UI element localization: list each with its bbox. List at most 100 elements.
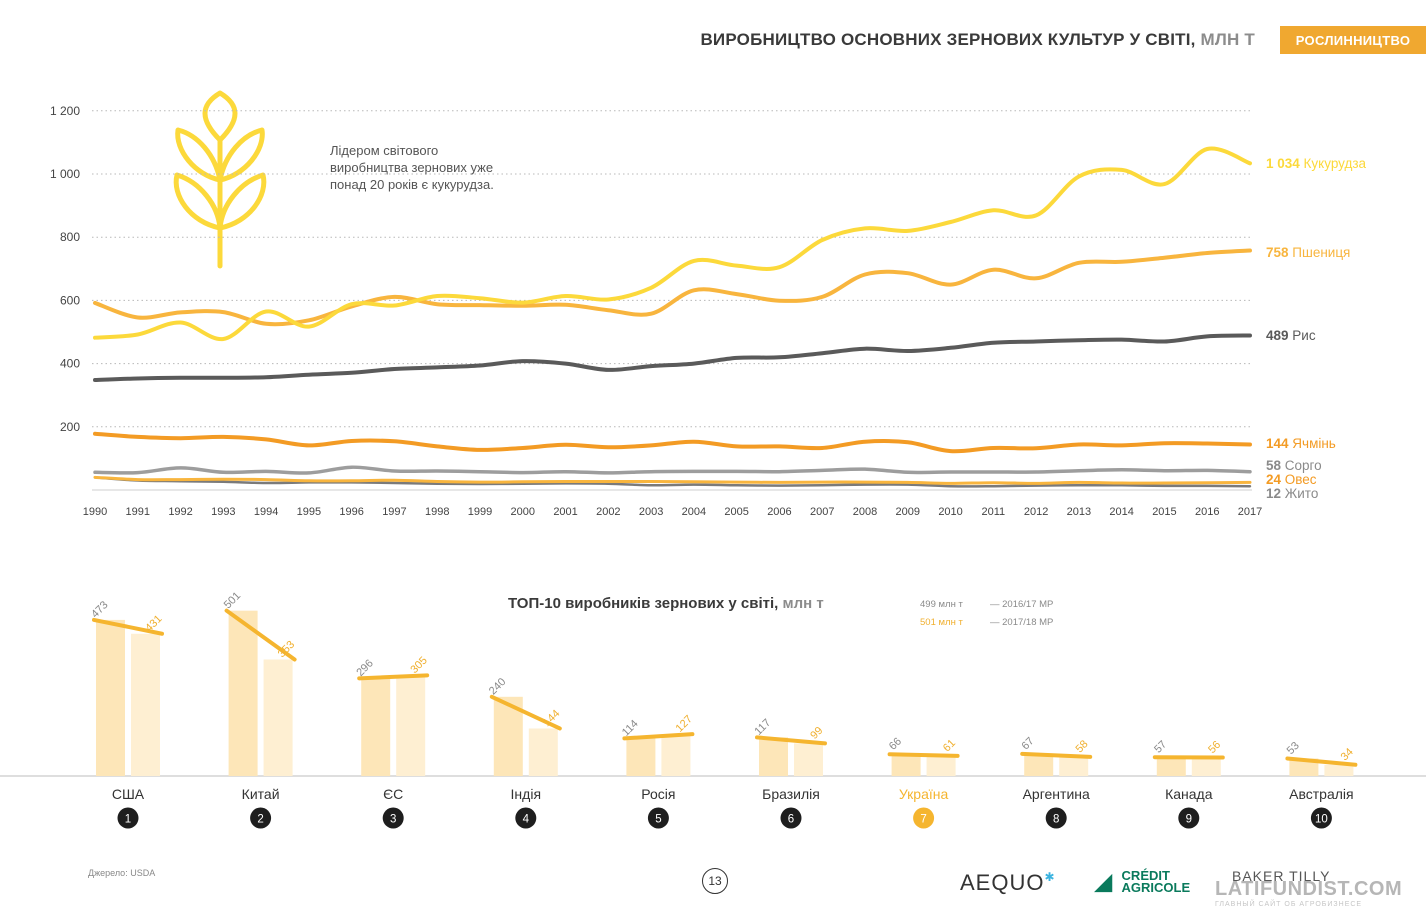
y-tick-label: 1 200	[50, 104, 80, 118]
bar-trend-line	[224, 608, 297, 662]
category-label: Аргентина	[1023, 786, 1090, 802]
y-tick-label: 800	[60, 230, 80, 244]
y-tick-label: 200	[60, 420, 80, 434]
x-tick-label: 1993	[211, 506, 235, 518]
series-end-label-barley: 144 Ячмінь	[1266, 436, 1336, 451]
legend-value-1: 499 млн т	[920, 599, 963, 610]
bar-2016-17	[228, 610, 258, 776]
x-tick-label: 2015	[1152, 506, 1176, 518]
x-tick-label: 2012	[1024, 506, 1048, 518]
bar-trend-line	[1020, 751, 1093, 759]
x-tick-label: 1995	[297, 506, 321, 518]
rank-badge	[117, 807, 139, 829]
series-line-wheat	[93, 248, 1252, 327]
baker-tilly-logo: BAKER TILLY	[1232, 868, 1331, 884]
x-tick-label: 2001	[553, 506, 577, 518]
snowflake-icon: ✱	[1044, 870, 1056, 884]
rank-badge	[647, 807, 669, 829]
series-line-rice	[93, 333, 1252, 383]
y-tick-label: 400	[60, 357, 80, 371]
category-label: Росія	[641, 786, 675, 802]
x-tick-label: 2008	[853, 506, 877, 518]
rank-badge	[250, 807, 272, 829]
bar-2016-17	[96, 619, 125, 776]
bar-value-label-2016-17: 66	[887, 736, 904, 753]
category-label: Китай	[242, 786, 280, 802]
bar-trend-line	[92, 617, 164, 636]
bar-2016-17	[759, 737, 788, 776]
x-tick-label: 2007	[810, 506, 834, 518]
rank-badge	[382, 807, 404, 829]
bar-2017-18	[1324, 764, 1354, 776]
rank-number: 2	[257, 814, 263, 826]
bar-chart: ТОП-10 виробників зернових у світі, млн …	[0, 590, 1426, 829]
page-title: ВИРОБНИЦТВО ОСНОВНИХ ЗЕРНОВИХ КУЛЬТУР У …	[650, 30, 1255, 50]
bar-value-label-2016-17: 296	[354, 657, 375, 678]
annotation-note: Лідером світового виробництва зернових у…	[330, 143, 494, 192]
x-tick-label: 1994	[254, 506, 278, 518]
rank-number: 5	[655, 814, 661, 826]
bar-2016-17	[1156, 757, 1186, 776]
series-line-oats	[93, 475, 1252, 485]
bar-2017-18	[794, 743, 823, 776]
aequo-logo: AEQUO✱	[960, 870, 1056, 896]
legend-period-1: — 2016/17 МР	[990, 599, 1053, 610]
category-label: Бразилія	[762, 786, 820, 802]
lat-sub: ГЛАВНЫЙ САЙТ ОБ АГРОБИЗНЕСЕ	[1215, 901, 1363, 908]
bar-value-label-2016-17: 501	[222, 590, 243, 611]
bar-2017-18	[926, 755, 956, 776]
series-end-label-corn: 1 034 Кукурудза	[1266, 156, 1367, 171]
bar-value-label-2016-17: 240	[487, 676, 508, 697]
ca-line1: CRÉDIT	[1121, 868, 1170, 883]
page-number: 13	[702, 868, 728, 894]
bar-value-label-2017-18: 34	[1339, 746, 1356, 763]
bar-2017-18	[131, 633, 160, 776]
category-label: Канада	[1165, 786, 1213, 802]
category-label: Україна	[899, 786, 949, 802]
bar-value-label-2016-17: 53	[1285, 740, 1302, 757]
category-label: США	[112, 786, 145, 802]
rank-badge	[1045, 807, 1067, 829]
bar-trend-line	[622, 732, 695, 741]
x-tick-label: 2017	[1238, 506, 1262, 518]
rank-number: 10	[1315, 814, 1328, 826]
rank-badge	[913, 807, 935, 829]
legend-period-2: — 2017/18 МР	[990, 617, 1053, 628]
bar-2017-18	[528, 728, 558, 776]
rank-number: 4	[523, 814, 530, 826]
bar-trend-line	[489, 694, 562, 731]
rank-badge	[515, 807, 537, 829]
x-tick-label: 2011	[982, 506, 1006, 518]
x-tick-label: 1992	[168, 506, 192, 518]
credit-agricole-logo: ◢ CRÉDIT AGRICOLE	[1095, 868, 1190, 894]
series-end-label-sorghum: 58 Сорго	[1266, 458, 1322, 473]
x-tick-label: 2016	[1195, 506, 1219, 518]
title-text: ВИРОБНИЦТВО ОСНОВНИХ ЗЕРНОВИХ КУЛЬТУР У …	[700, 30, 1201, 49]
lat-text: LATIFUNDIST.COM	[1215, 878, 1403, 900]
series-end-label-rice: 489 Рис	[1266, 328, 1316, 343]
bar-2016-17	[891, 754, 921, 776]
bar-value-label-2016-17: 67	[1020, 735, 1037, 752]
x-tick-label: 2005	[724, 506, 748, 518]
x-tick-label: 2009	[896, 506, 920, 518]
series-end-label-wheat: 758 Пшениця	[1266, 245, 1350, 260]
y-tick-label: 1 000	[50, 167, 80, 181]
series-line-barley	[93, 431, 1252, 454]
bar-trend-line	[1285, 756, 1358, 767]
bar-2017-18	[661, 734, 691, 776]
section-badge[interactable]: РОСЛИННИЦТВО	[1280, 26, 1426, 54]
bar-trend-line	[357, 673, 430, 681]
x-tick-label: 1997	[382, 506, 406, 518]
line-chart: 200 400 600 800 1 000 1 200 1990 1991 1992 1993 19…	[50, 104, 1367, 518]
bar-2016-17	[1024, 753, 1054, 776]
bar-chart-title: ТОП-10 виробників зернових у світі, млн …	[508, 595, 824, 612]
bar-2017-18	[396, 675, 426, 776]
rank-badge	[780, 807, 802, 829]
category-label: ЄС	[383, 786, 403, 802]
bar-value-label-2017-18: 305	[408, 654, 429, 675]
latifundist-watermark: LATIFUNDIST.COM ГЛАВНЫЙ САЙТ ОБ АГРОБИЗН…	[1215, 878, 1402, 908]
series-line-corn	[93, 146, 1252, 342]
bar-value-label-2017-18: 61	[941, 737, 958, 754]
bar-value-label-2017-18: 127	[674, 713, 695, 734]
